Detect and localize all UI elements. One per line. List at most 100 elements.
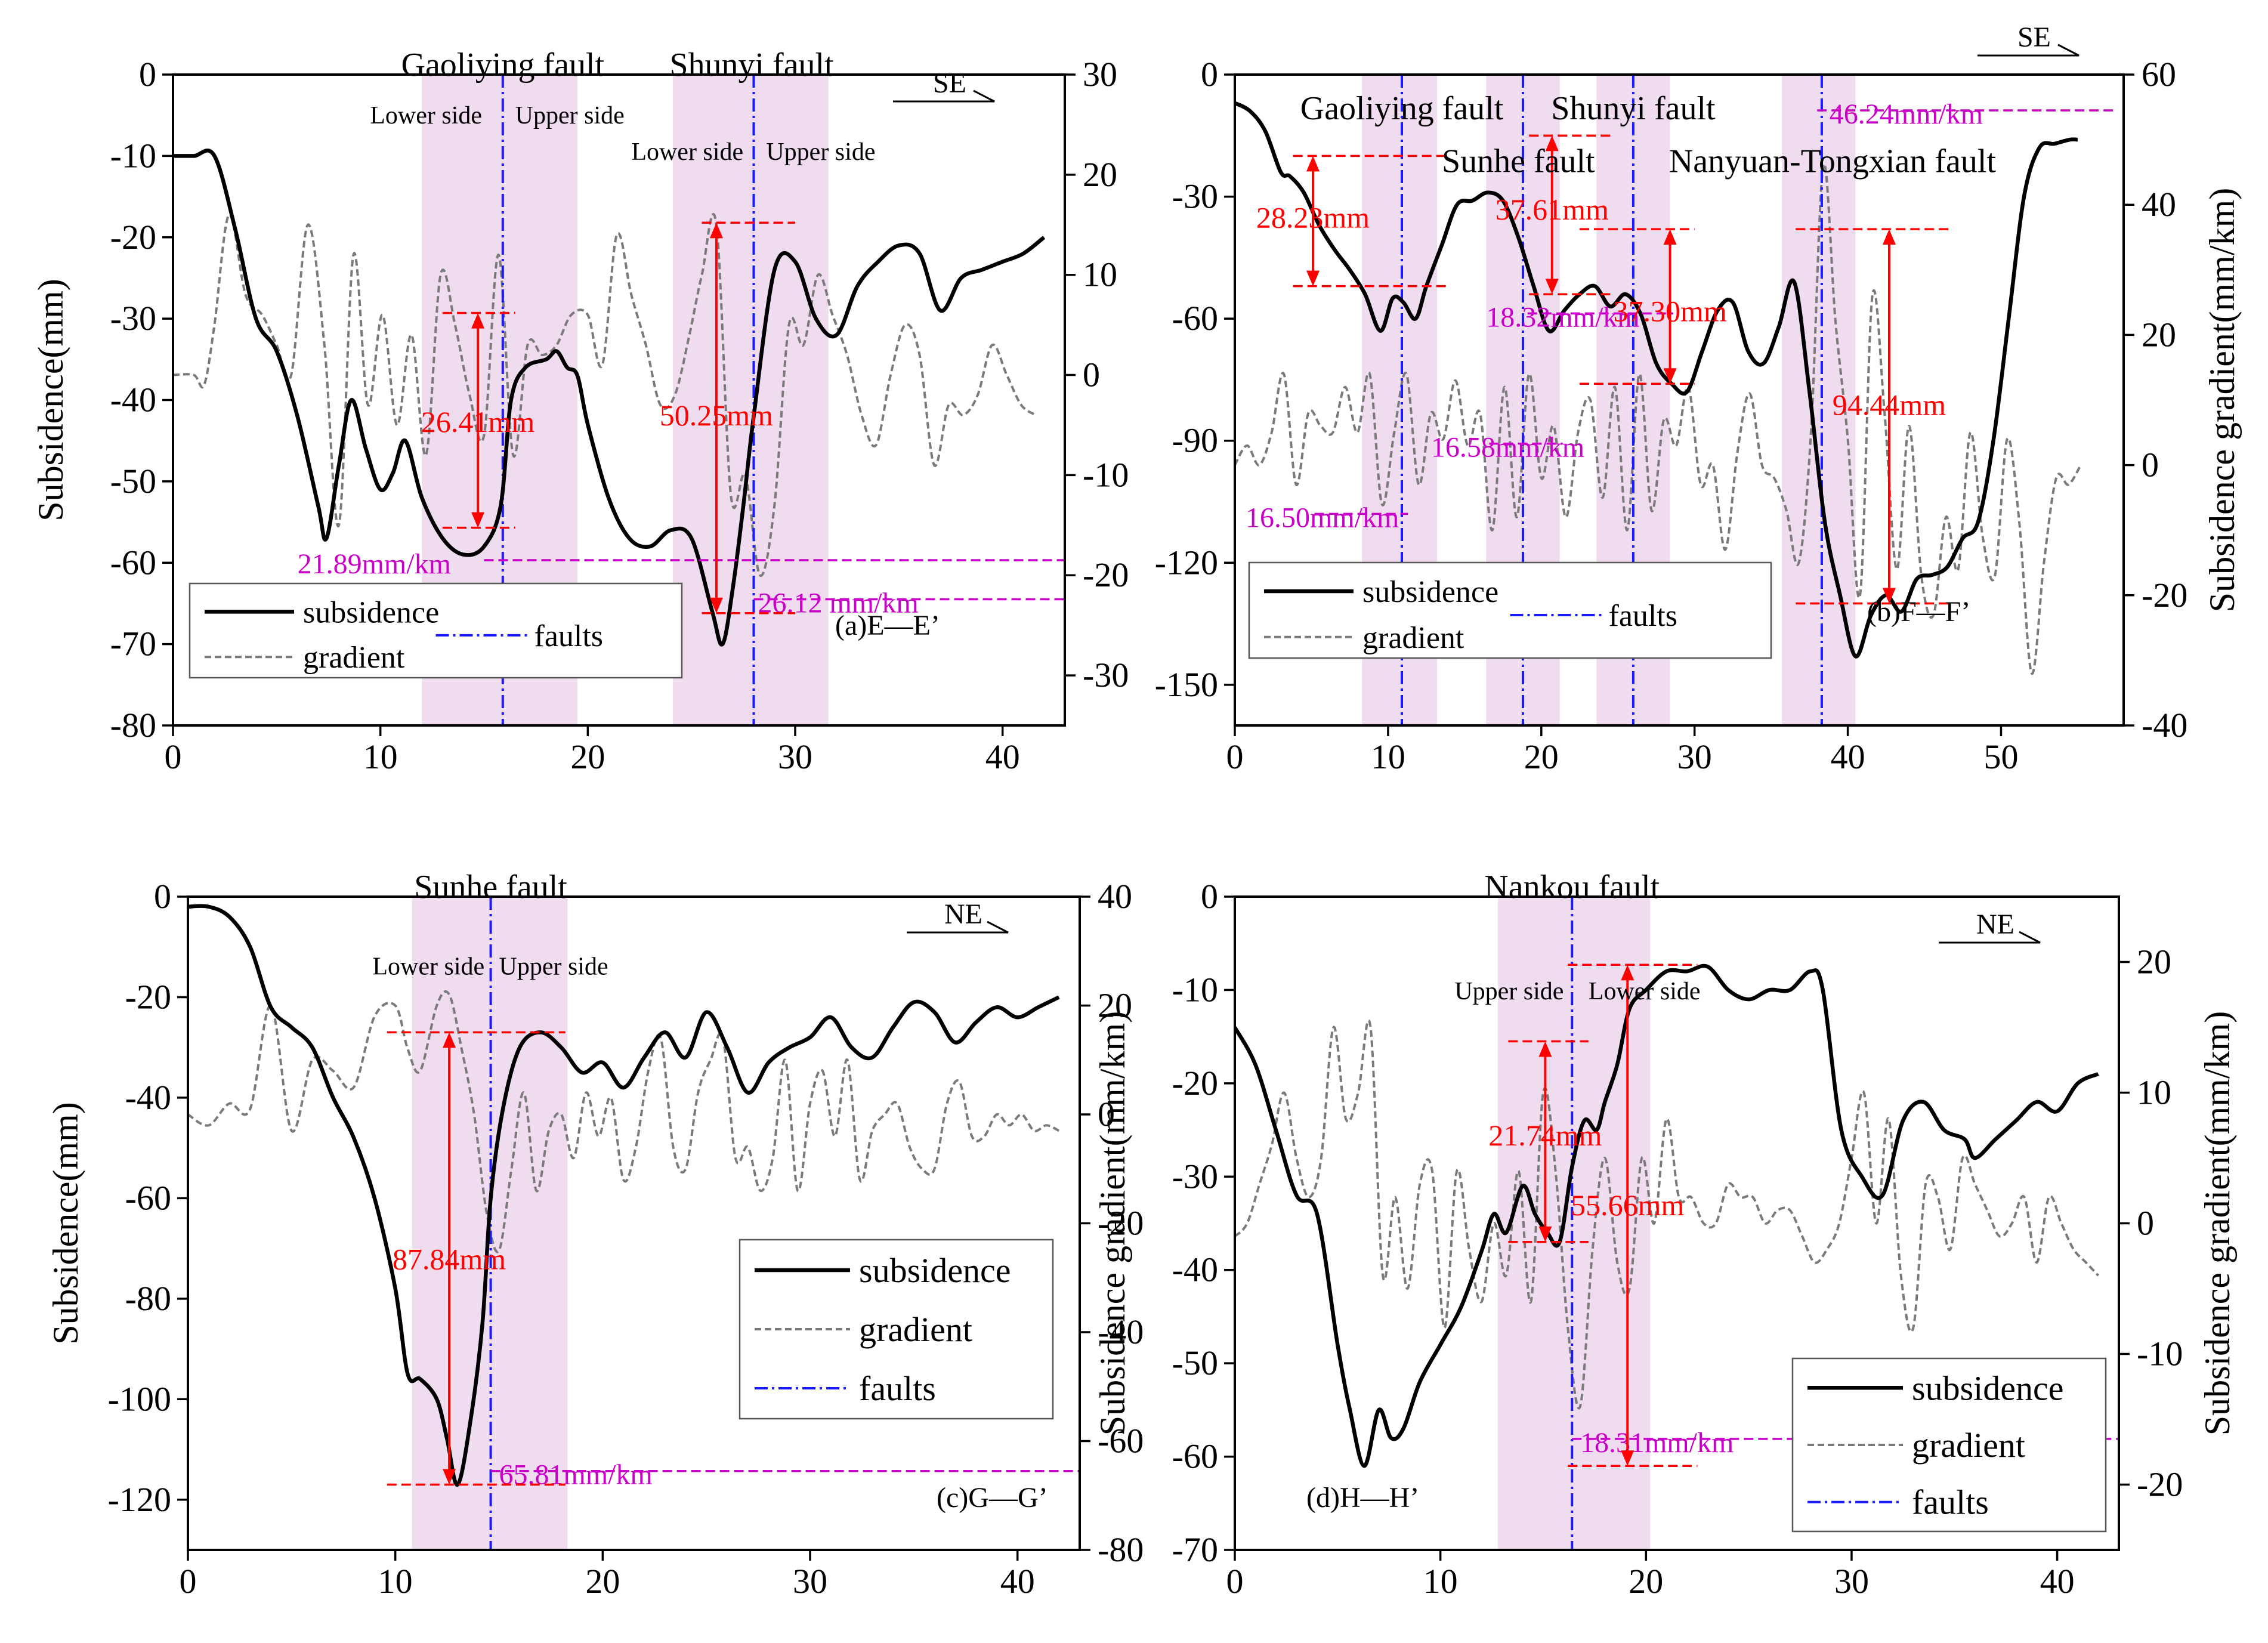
legend-label-faults: faults (859, 1369, 936, 1408)
fault-name-label: Shunyi fault (669, 47, 834, 84)
y-tick-label: -50 (1172, 1344, 1218, 1382)
legend-label-subsidence: subsidence (1912, 1369, 2064, 1407)
y-tick-label: 0 (1201, 877, 1218, 916)
offset-arrow-head-bottom (443, 1469, 456, 1485)
offset-arrow-head-top (443, 1032, 456, 1048)
y2-tick-label: -20 (1098, 1204, 1144, 1243)
y2-tick-label: 20 (1098, 986, 1132, 1025)
fault-name-label: Nanyuan-Tongxian fault (1669, 143, 1997, 180)
y-tick-label: -10 (110, 136, 156, 175)
y-tick-label: -80 (125, 1279, 171, 1318)
x-tick-label: 40 (1000, 1562, 1035, 1601)
y2-tick-label: 0 (1098, 1095, 1115, 1134)
y2-tick-label: -20 (2137, 1465, 2183, 1504)
x-tick-label: 40 (985, 737, 1020, 776)
y2-tick-label: -20 (2142, 576, 2187, 614)
y2-tick-label: 10 (1083, 255, 1117, 294)
offset-label: 55.66mm (1571, 1188, 1684, 1222)
x-tick-label: 20 (585, 1562, 620, 1601)
plot-frame (187, 895, 1081, 1551)
y-tick-label: -30 (1172, 1157, 1218, 1196)
side-label: Lower side (370, 102, 482, 129)
legend-label-gradient: gradient (859, 1310, 972, 1349)
series-subsidence (188, 904, 1060, 1487)
y2-tick-label: 40 (2142, 185, 2176, 224)
plot-area (1235, 897, 2099, 1550)
series-gradient (1235, 1019, 2099, 1410)
offset-arrow-head-top (471, 313, 485, 329)
x-tick-label: 0 (1226, 1562, 1244, 1601)
direction-label: SE (2017, 21, 2051, 53)
direction-arrow-icon (1977, 44, 2079, 57)
offset-arrow-head-top (1545, 135, 1559, 152)
offset-arrow-head-bottom (1663, 368, 1677, 384)
offset-arrow-head-bottom (1538, 1226, 1552, 1242)
y2-tick-label: -80 (1098, 1530, 1144, 1569)
gradient-annotation-label: 18.31mm/km (1580, 1427, 1734, 1459)
offset-label: 28.23mm (1256, 201, 1370, 234)
legend-box (189, 582, 683, 679)
y-tick-label: 0 (1201, 55, 1218, 94)
series-subsidence (1235, 101, 2078, 659)
y2-tick-label: -10 (2137, 1335, 2183, 1373)
series-gradient (173, 212, 1037, 577)
gradient-annotation-label: 18.32mm/km (1486, 301, 1639, 333)
side-label: Upper side (515, 102, 625, 129)
offset-arrow-head-top (1882, 229, 1896, 245)
gradient-annotation-label: 16.58mm/km (1431, 432, 1584, 464)
legend-box (1248, 561, 1772, 659)
x-tick-label: 10 (363, 737, 398, 776)
y2-tick-label: 0 (1083, 356, 1100, 394)
y-tick-label: -60 (110, 543, 156, 582)
y2-tick-label: 30 (1083, 55, 1117, 94)
legend-label-faults: faults (1609, 599, 1678, 633)
y-axis-title: Subsidence(mm) (46, 1102, 85, 1345)
gradient-annotation-label: 46.24mm/km (1830, 98, 1983, 130)
panel-label: (b)F—F’ (1867, 596, 1970, 628)
offset-arrow-head-top (709, 223, 723, 239)
y2-tick-label: -60 (1098, 1422, 1144, 1460)
y2-tick-label: -20 (1083, 555, 1129, 594)
gradient-annotation-label: 65.81mm/km (499, 1459, 653, 1491)
y-tick-label: -10 (1172, 970, 1218, 1009)
legend-label-subsidence: subsidence (859, 1251, 1011, 1290)
y2-tick-label: 0 (2137, 1204, 2154, 1243)
y-tick-label: -20 (1172, 1064, 1218, 1102)
panel-label: (c)G—G’ (937, 1482, 1048, 1514)
y-tick-label: -100 (108, 1379, 171, 1418)
y-tick-label: -120 (1155, 543, 1218, 582)
y2-tick-label: 20 (2142, 315, 2176, 354)
x-tick-label: 10 (378, 1562, 413, 1601)
y2-tick-label: -40 (1098, 1312, 1144, 1351)
legend-label-subsidence: subsidence (303, 595, 439, 629)
panel-c: 65.81mm/km 87.84mm 0 10 20 30 40 -120 -100 -80 -60… (46, 869, 1144, 1601)
offset-arrow-head-bottom (1306, 270, 1320, 286)
fault-name-label: Gaoliying fault (1300, 90, 1504, 127)
gradient-annotation-label: 26.12 mm/km (758, 588, 918, 619)
legend: subsidence gradient faults (1791, 1357, 2107, 1533)
y-tick-label: -120 (108, 1480, 171, 1519)
series-subsidence (1235, 963, 2099, 1468)
series-subsidence (173, 149, 1046, 647)
fault-name-label: Nankou fault (1484, 869, 1660, 906)
offset-label: 26.41mm (421, 405, 534, 438)
y-axis-title: Subsidence gradient(mm/km) (1093, 1011, 1132, 1436)
y2-tick-label: 20 (2137, 943, 2171, 981)
offset-arrow-head-top (1538, 1041, 1552, 1057)
y-tick-label: -40 (1172, 1250, 1218, 1289)
y2-tick-label: 0 (2142, 446, 2159, 484)
x-tick-label: 30 (1677, 737, 1712, 776)
y-tick-label: 0 (139, 55, 156, 94)
gradient-annotation-label: 16.50mm/km (1246, 502, 1399, 533)
x-tick-label: 0 (165, 737, 182, 776)
legend-label-gradient: gradient (1912, 1426, 2025, 1465)
side-label: Lower side (631, 138, 743, 166)
fault-zone (672, 75, 829, 725)
legend: subsidence gradient faults (1248, 561, 1772, 659)
legend: subsidence gradient faults (189, 582, 683, 679)
side-label: Lower side (1589, 978, 1701, 1005)
offset-label: 50.25mm (660, 399, 773, 432)
side-label: Lower side (372, 953, 484, 981)
side-label: Upper side (1454, 978, 1564, 1005)
